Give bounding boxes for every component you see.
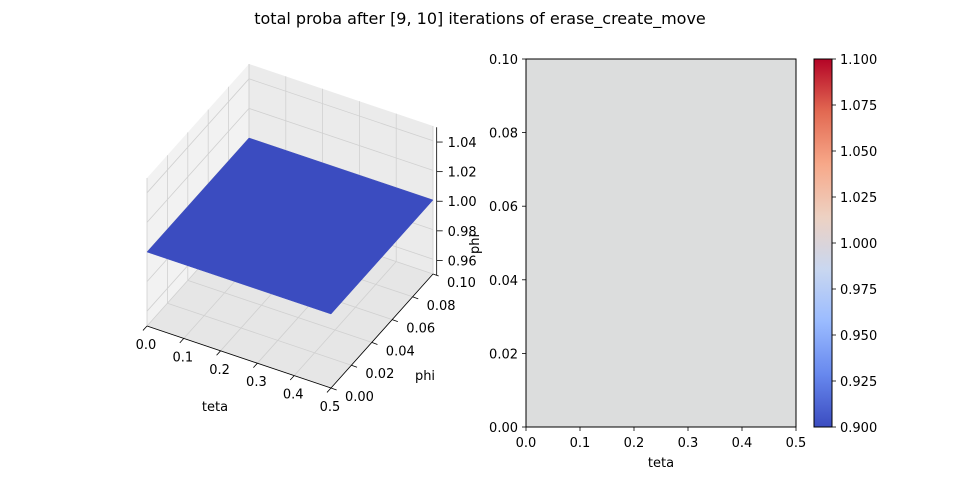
y-tick-label-heatmap: 0.06: [489, 200, 518, 215]
y-tick-label-3d: 0.10: [447, 276, 476, 291]
y-tick-label-3d: 0.06: [406, 322, 435, 337]
y-axis-label-3d: phi: [415, 369, 435, 384]
x-axis-label-heatmap: teta: [648, 456, 674, 471]
x-tick-label-3d: 0.2: [209, 363, 230, 378]
y-tick-label-3d: 0.08: [427, 299, 456, 314]
x-axis-line: [146, 325, 332, 389]
colorbar-gradient: [813, 58, 833, 428]
x-axis-label-3d: teta: [202, 400, 228, 415]
heatmap-plot: 0.0 0.1 0.2 0.3 0.4 0.5 0.00 0.02 0.04 0.06 0.08 0.…: [489, 53, 806, 471]
x-tick-label-heatmap: 0.4: [732, 436, 753, 451]
tick-mark: [351, 364, 358, 368]
tick-labels-2d: 0.0 0.1 0.2 0.3 0.4 0.5 0.00 0.02 0.04 0.06 0.08 0.…: [489, 53, 806, 451]
z-tick-label-3d: 1.04: [448, 136, 477, 151]
x-tick-label-3d: 0.0: [136, 338, 157, 353]
colorbar-tick-label: 0.950: [840, 329, 877, 344]
colorbar-tick-label: 1.025: [840, 191, 877, 206]
grid-line: [248, 78, 434, 142]
y-tick-label-3d: 0.02: [365, 367, 394, 382]
y-tick-label-heatmap: 0.04: [489, 274, 518, 289]
y-tick-label-heatmap: 0.02: [489, 347, 518, 362]
colorbar-tick-label: 1.050: [840, 145, 877, 160]
tick-mark: [432, 273, 439, 277]
grid-line: [146, 108, 250, 223]
grid-line: [293, 261, 397, 376]
grid-line: [248, 108, 434, 171]
grid-line: [187, 280, 372, 343]
tick-mark: [371, 342, 378, 345]
y-tick-label-heatmap: 0.08: [489, 127, 518, 142]
surface-plane: [146, 137, 434, 315]
y-tick-label-3d: 0.04: [386, 344, 415, 359]
x-tick-label-3d: 0.1: [172, 350, 193, 365]
x-tick-label-heatmap: 0.0: [516, 436, 537, 451]
z-tick-label-3d: 1.02: [448, 166, 477, 181]
colorbar-tick-label: 1.075: [840, 99, 877, 114]
colorbar-tick-label: 1.100: [840, 53, 877, 68]
surface-3d-plot: 0.0 0.1 0.2 0.3 0.4 0.5 0.00 0.02 0.04 0.06 0.08 0.…: [136, 64, 483, 415]
colorbar-tick-label: 0.975: [840, 283, 877, 298]
x-tick-label-heatmap: 0.2: [624, 436, 645, 451]
x-tick-label-heatmap: 0.5: [786, 436, 807, 451]
grid-line: [167, 302, 352, 366]
z-axis-label-3d: phi: [468, 234, 483, 254]
tick-mark: [412, 296, 419, 300]
tick-mark: [330, 387, 337, 391]
tick-mark: [392, 319, 398, 323]
tick-mark: [216, 350, 221, 356]
colorbar-tick-label: 0.925: [840, 375, 877, 390]
surface-layer: [146, 137, 434, 315]
y-tick-label-heatmap: 0.00: [489, 421, 518, 436]
z-tick-label-3d: 0.98: [448, 225, 477, 240]
tick-mark: [253, 362, 258, 368]
grid-line: [146, 78, 250, 194]
x-tick-label-3d: 0.3: [246, 375, 267, 390]
x-tick-label-heatmap: 0.1: [570, 436, 591, 451]
tick-mark: [289, 375, 295, 381]
tick-mark: [326, 387, 332, 393]
x-tick-label-heatmap: 0.3: [678, 436, 699, 451]
heatmap-area: [525, 58, 797, 428]
tick-mark: [179, 338, 185, 344]
z-tick-label-3d: 0.96: [448, 254, 477, 269]
y-axis-line: [330, 273, 434, 389]
colorbar-tick-label: 0.900: [840, 421, 877, 436]
y-tick-label-heatmap: 0.10: [489, 53, 518, 68]
figure-title: total proba after [9, 10] iterations of …: [254, 9, 706, 29]
z-tick-label-3d: 1.00: [448, 195, 477, 210]
x-tick-label-3d: 0.4: [283, 388, 304, 403]
tick-labels-3d: 0.0 0.1 0.2 0.3 0.4 0.5 0.00 0.02 0.04 0.06 0.08 0.…: [136, 136, 477, 415]
tick-mark: [142, 325, 148, 331]
colorbar-ticks: 0.900 0.925 0.950 0.975 1.000 1.025 1.050 1.075…: [832, 53, 877, 436]
colorbar: 0.900 0.925 0.950 0.975 1.000 1.025 1.050 1.075…: [813, 53, 877, 436]
colorbar-tick-label: 1.000: [840, 237, 877, 252]
y-tick-label-3d: 0.00: [345, 390, 374, 405]
x-tick-label-3d: 0.5: [320, 400, 341, 415]
